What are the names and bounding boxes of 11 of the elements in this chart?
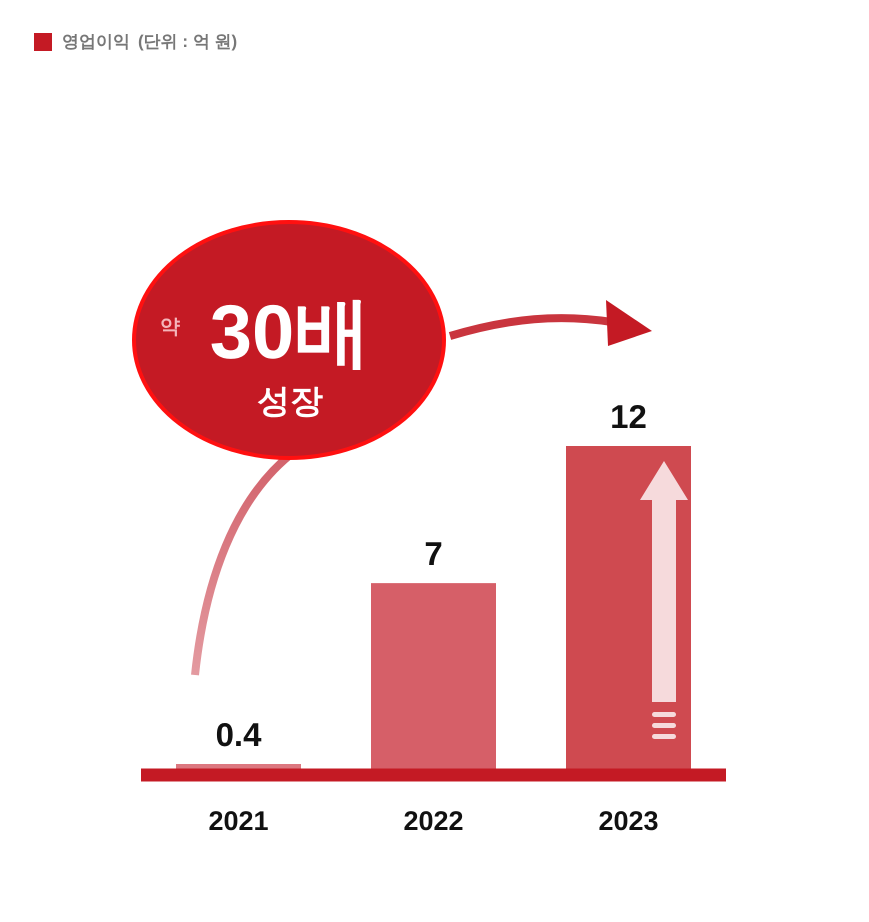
x-tick-label: 2021	[208, 806, 269, 836]
text: 성장	[257, 382, 323, 419]
data-label: 7	[424, 535, 443, 572]
text: 영업이익	[62, 31, 130, 53]
x-tick-label: 2023	[598, 806, 659, 836]
text: (단위 : 억 원)	[138, 31, 238, 53]
x-tick-label: 2022	[403, 806, 464, 836]
data-label: 0.4	[216, 716, 262, 754]
text: 약	[160, 316, 180, 338]
text: 30배	[210, 290, 370, 375]
data-label: 12	[610, 398, 647, 435]
